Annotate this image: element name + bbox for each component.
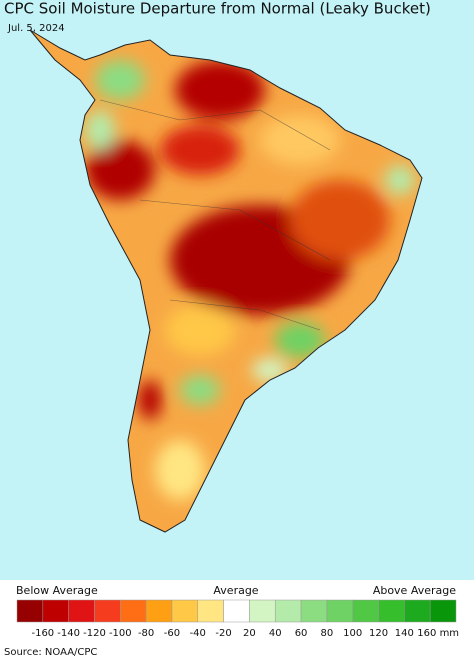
legend-swatch: [94, 599, 121, 623]
legend-tick-label: 160 mm: [417, 628, 459, 639]
legend-swatch: [16, 599, 44, 623]
legend-swatch: [274, 599, 302, 623]
legend-average-label: Average: [213, 584, 258, 597]
legend-swatch: [223, 599, 250, 623]
map-title: CPC Soil Moisture Departure from Normal …: [4, 0, 431, 18]
legend-tick-label: 60: [295, 628, 308, 639]
legend-tick-label: -160: [31, 628, 54, 639]
legend-tick-label: 100: [343, 628, 362, 639]
legend-tick-label: 20: [243, 628, 256, 639]
legend-swatch: [68, 599, 95, 623]
legend-tick-label: -100: [109, 628, 132, 639]
legend-tick-label: 80: [321, 628, 334, 639]
legend-tick-label: 140: [395, 628, 414, 639]
source: Source: NOAA/CPC: [4, 647, 97, 658]
legend-swatch: [120, 599, 147, 623]
legend-swatch: [352, 599, 379, 623]
legend-swatch: [378, 599, 405, 623]
legend-swatch: [404, 599, 431, 623]
legend-tick-label: 40: [269, 628, 282, 639]
legend-swatch: [429, 599, 457, 623]
legend-tick-label: -40: [190, 628, 206, 639]
legend-tick-label: -60: [164, 628, 180, 639]
legend-swatch: [171, 599, 199, 623]
legend: -160 -140 -120 -100 -80 -60 -40 -20 20 40 60 80 100 1…: [16, 599, 459, 639]
legend-swatch: [326, 599, 353, 623]
legend-tick-label: -140: [57, 628, 80, 639]
legend-above-label: Above Average: [373, 584, 456, 597]
legend-swatch: [42, 599, 69, 623]
legend-tick-label: -20: [215, 628, 231, 639]
coastline: [29, 29, 423, 533]
legend-swatch: [249, 599, 276, 623]
legend-swatch: [197, 599, 224, 623]
legend-swatch: [300, 599, 328, 623]
legend-swatch: [145, 599, 173, 623]
legend-tick-label: 120: [369, 628, 388, 639]
legend-tick-label: -80: [138, 628, 154, 639]
map-date: Jul. 5, 2024: [7, 23, 65, 34]
legend-tick-label: -120: [83, 628, 106, 639]
legend-below-label: Below Average: [16, 584, 98, 597]
